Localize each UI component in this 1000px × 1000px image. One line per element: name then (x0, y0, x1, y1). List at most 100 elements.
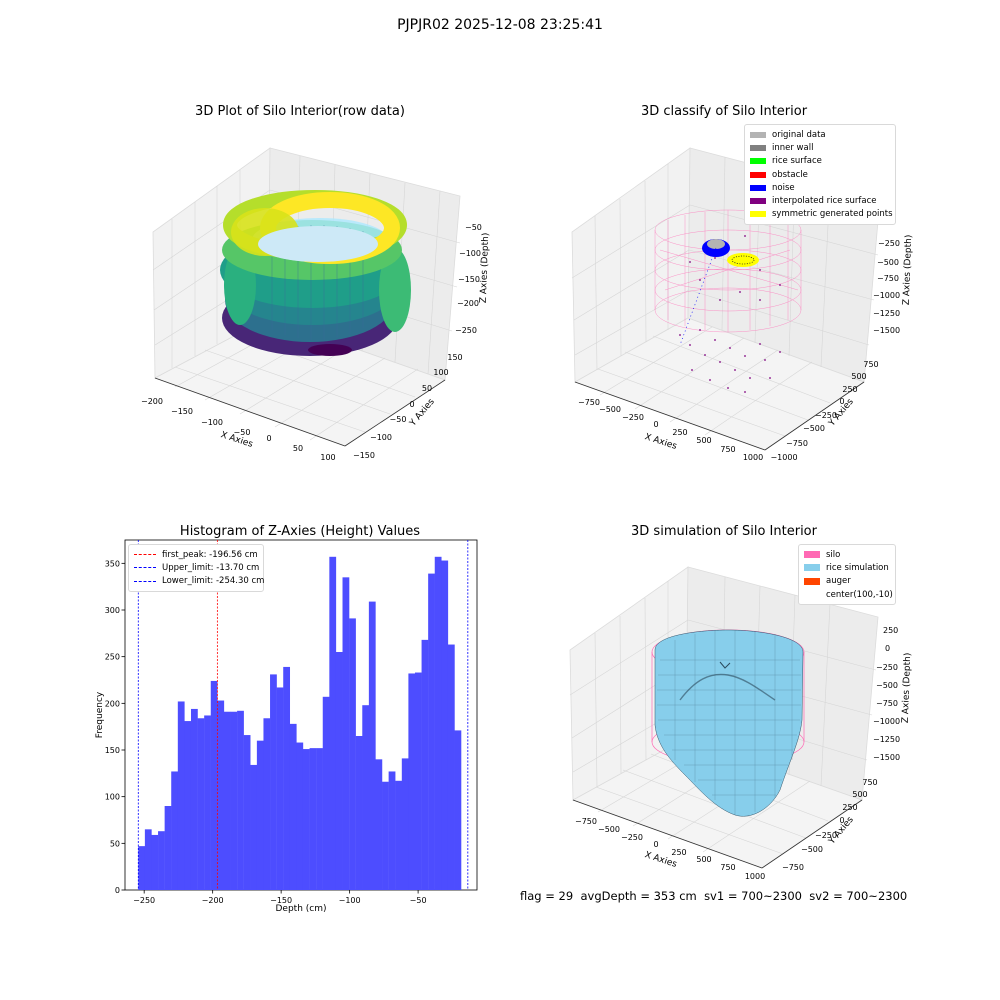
status-flag: flag = 29 (520, 889, 574, 903)
histogram-bar (382, 781, 389, 890)
histogram-bar (138, 846, 146, 890)
histogram-bar (197, 718, 205, 890)
y-tick-label: 0 (115, 886, 120, 895)
legend-item: obstacle (750, 168, 890, 181)
legend-item: symmetric generated points (750, 208, 893, 221)
legend-swatch (804, 551, 820, 559)
legend-swatch (750, 171, 766, 178)
histogram-bar (270, 674, 277, 890)
histogram-bar (296, 742, 304, 890)
figure-title: PJPJR02 2025-12-08 23:25:41 (397, 17, 603, 33)
raw-ytick: 150 (447, 353, 462, 362)
raw-x-label: X Axies (219, 430, 254, 450)
histogram-bar (414, 672, 422, 890)
histogram-bar (322, 696, 330, 890)
raw-ytick: 0 (409, 400, 414, 409)
simulation-ytick: 0 (839, 816, 844, 825)
simulation-silo (651, 629, 805, 765)
legend-swatch (804, 591, 820, 598)
simulation-ytick: −500 (801, 845, 823, 854)
classify-xtick: 0 (653, 420, 658, 429)
raw-z-label: Z Axies (Depth) (479, 233, 491, 304)
classify-xtick: 750 (720, 445, 735, 454)
histogram-bar (250, 764, 258, 890)
x-tick-label: −250 (133, 896, 155, 905)
histogram-bar (368, 601, 376, 890)
y-tick-label: 300 (105, 606, 120, 615)
histogram-bar (434, 556, 442, 890)
legend-line (134, 580, 156, 582)
raw-axis-lines (154, 377, 446, 447)
simulation-ytick: −750 (782, 863, 804, 872)
raw-xtick: 50 (293, 444, 303, 453)
raw-ztick: −50 (465, 223, 482, 232)
legend-item: rice simulation (804, 561, 890, 574)
classify-x-ticks: −750 −500 −250 0 250 500 750 1000 (578, 398, 763, 462)
histogram-bar (158, 831, 165, 890)
legend-label: auger (826, 576, 851, 587)
legend-label: Lower_limit: -254.30 cm (162, 576, 265, 587)
histogram-bar (355, 736, 363, 890)
raw-ztick: −150 (458, 275, 480, 284)
simulation-axis-lines (572, 799, 863, 869)
classify-axis-lines (574, 381, 865, 451)
legend-item: Lower_limit: -254.30 cm (134, 575, 264, 588)
classify-ytick: −1000 (770, 453, 797, 462)
legend-label: silo (826, 549, 841, 560)
y-tick-label: 250 (105, 653, 120, 662)
classify-plot-title: 3D classify of Silo Interior (640, 104, 808, 119)
histogram-bar (388, 771, 396, 890)
histogram-bar (362, 705, 370, 890)
classify-ztick: −250 (878, 239, 900, 248)
histogram-bar (230, 711, 238, 890)
classify-x-label: X Axies (643, 432, 678, 452)
histogram-x-ticks: −250 −200 −150 −100 −50 (133, 890, 427, 905)
legend-item: noise (750, 181, 890, 194)
classify-xtick: 1000 (743, 453, 763, 462)
histogram-bar (276, 687, 284, 890)
x-tick-label: −200 (202, 896, 224, 905)
histogram-bar (217, 700, 225, 890)
raw-y-label: Y Axies (408, 397, 437, 429)
raw-ytick: −100 (370, 433, 392, 442)
simulation-rice-surface (654, 629, 804, 817)
classify-ztick: −1250 (873, 309, 900, 318)
histogram-title: Histogram of Z-Axies (Height) Values (179, 524, 421, 539)
classify-ytick: 0 (839, 397, 844, 406)
simulation-ztick: −1000 (873, 717, 900, 726)
histogram-bar (408, 673, 416, 890)
legend-item: center(100,-10) (804, 588, 893, 601)
x-tick-label: −150 (270, 896, 292, 905)
raw-ztick: −100 (459, 249, 481, 258)
histogram-bar (335, 652, 343, 890)
histogram-bars (138, 556, 462, 890)
histogram-bar (223, 711, 231, 890)
histogram-bar (349, 618, 356, 890)
legend-swatch (750, 144, 766, 151)
simulation-xtick: −500 (598, 825, 620, 834)
legend-item: interpolated rice surface (750, 194, 890, 207)
histogram-bar (375, 759, 383, 890)
histogram-x-label: Depth (cm) (275, 904, 326, 914)
legend-label: Upper_limit: -13.70 cm (162, 562, 260, 573)
simulation-legend: silo rice simulation auger center(100,-1… (798, 544, 896, 606)
y-tick-label: 150 (105, 746, 120, 755)
status-avg-depth: avgDepth = 353 cm (580, 889, 697, 903)
simulation-xtick: 500 (696, 855, 711, 864)
histogram-threshold-lines (137, 540, 469, 890)
classify-ztick: −500 (877, 258, 899, 267)
legend-label: interpolated rice surface (772, 196, 877, 207)
histogram-bar (329, 556, 337, 890)
y-tick-label: 350 (105, 559, 120, 568)
simulation-ztick: 250 (883, 626, 898, 635)
simulation-ztick: −1500 (873, 753, 900, 762)
histogram-bar (447, 644, 455, 890)
legend-label: rice surface (772, 156, 822, 167)
histogram-bar (395, 780, 403, 890)
simulation-y-ticks: −750 −500 −250 0 250 500 750 (782, 778, 878, 872)
legend-swatch (750, 211, 766, 218)
raw-xtick: −50 (234, 428, 251, 437)
histogram-y-label: Frequency (95, 691, 105, 738)
histogram-bar (151, 834, 159, 890)
histogram-bar (164, 806, 172, 890)
